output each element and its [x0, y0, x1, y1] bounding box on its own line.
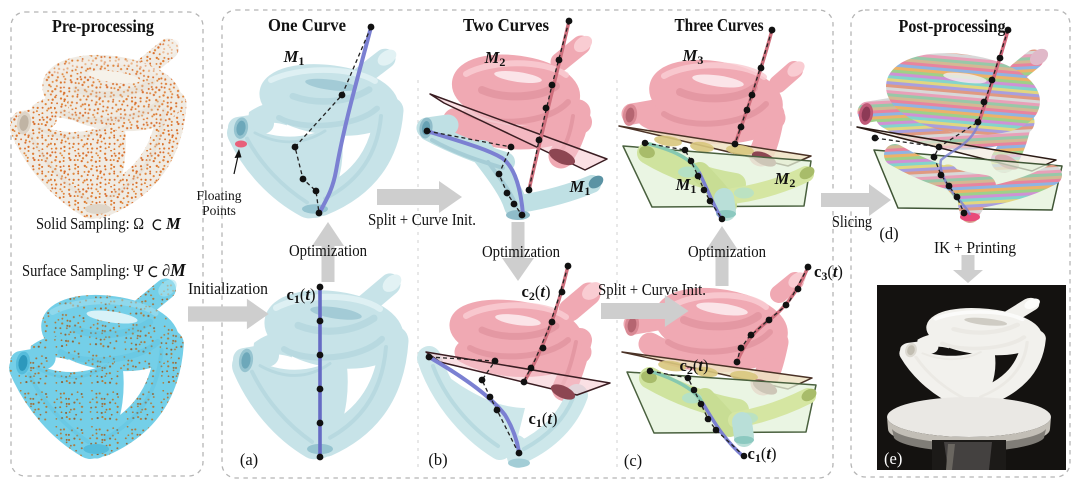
svg-text:M1: M1 [283, 47, 305, 68]
svg-text:Points: Points [202, 203, 236, 218]
svg-text:(b): (b) [428, 450, 447, 469]
svg-text:Two Curves: Two Curves [463, 15, 549, 35]
svg-text:M2: M2 [484, 48, 506, 69]
svg-text:Split + Curve Init.: Split + Curve Init. [368, 210, 476, 229]
svg-text:M3: M3 [682, 46, 704, 67]
svg-text:Solid Sampling: Ω: Solid Sampling: Ω [36, 214, 144, 233]
svg-text:IK + Printing: IK + Printing [934, 238, 1016, 257]
svg-text:c1(t): c1(t) [529, 409, 558, 430]
svg-text:(d): (d) [879, 224, 898, 243]
svg-text:(c): (c) [624, 451, 642, 470]
svg-text:Optimization: Optimization [688, 242, 766, 261]
svg-text:(a): (a) [240, 450, 258, 469]
svg-text:Pre-processing: Pre-processing [52, 16, 154, 36]
svg-text:One Curve: One Curve [268, 15, 346, 35]
svg-text:∂M: ∂M [162, 260, 187, 280]
svg-text:Optimization: Optimization [482, 242, 560, 261]
svg-text:(e): (e) [884, 449, 902, 468]
svg-text:c3(t): c3(t) [814, 262, 843, 283]
svg-text:Split + Curve Init.: Split + Curve Init. [598, 280, 706, 299]
svg-text:Initialization: Initialization [188, 279, 268, 298]
svg-text:c2(t): c2(t) [522, 282, 551, 303]
svg-text:Slicing: Slicing [832, 212, 872, 231]
svg-text:Floating: Floating [196, 188, 241, 203]
svg-text:Post-processing: Post-processing [899, 16, 1006, 36]
svg-text:Three Curves: Three Curves [675, 15, 764, 35]
svg-text:Surface Sampling: Ψ: Surface Sampling: Ψ [22, 261, 145, 280]
svg-text:c2(t): c2(t) [680, 356, 709, 377]
svg-text:c1(t): c1(t) [748, 444, 777, 465]
svg-text:c1(t): c1(t) [287, 285, 316, 306]
svg-text:M: M [165, 214, 182, 233]
svg-text:Optimization: Optimization [289, 241, 367, 260]
